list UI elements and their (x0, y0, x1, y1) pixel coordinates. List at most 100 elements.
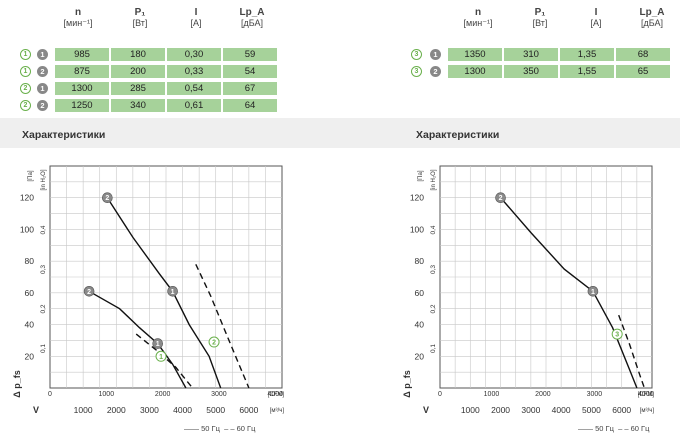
legend-right: —— 50 Гц – – 60 Гц (578, 424, 649, 433)
legend-solid-label: 50 Гц (595, 424, 614, 433)
cell-current: 1,55 (560, 65, 614, 78)
x-tick-label-m3h: 2000 (491, 405, 510, 415)
x-tick-label-cfm: 3000 (587, 391, 603, 398)
x-tick-label-m3h: 4000 (173, 405, 192, 415)
x-axis-symbol: V (33, 405, 39, 415)
x-tick-label-cfm: 2000 (535, 391, 551, 398)
cell-noise: 68 (616, 48, 670, 61)
curve-marker-label: 3 (615, 332, 619, 339)
x-tick-label-m3h: 5000 (582, 405, 601, 415)
cell-power: 350 (504, 65, 558, 78)
curve-badge: 1 (20, 49, 31, 60)
cell-speed: 1300 (55, 82, 109, 95)
x-tick-label-m3h: 6000 (239, 405, 258, 415)
speed-badge: 1 (37, 49, 48, 60)
cell-current: 0,33 (167, 65, 221, 78)
cell-speed: 875 (55, 65, 109, 78)
curve-badge: 1 (20, 66, 31, 77)
y-tick-label-pa: 80 (415, 256, 425, 266)
cell-power: 340 (111, 99, 165, 112)
x-tick-label-m3h: 6000 (612, 405, 631, 415)
header-power: P₁ [Вт] (532, 7, 548, 29)
speed-badge: 1 (37, 83, 48, 94)
x-tick-label-m3h: 1000 (74, 405, 93, 415)
y-tick-label-inh2o: 0,4 (430, 225, 437, 234)
y-tick-label-inh2o: 0,3 (40, 265, 47, 274)
speed-marker (152, 338, 164, 349)
x-tick-label-cfm: 2000 (155, 391, 171, 398)
speed-badge: 2 (37, 100, 48, 111)
curve-badge: 3 (411, 66, 422, 77)
y-unit-pa: [Па] (418, 170, 424, 181)
cell-current: 1,35 (560, 48, 614, 61)
y-tick-label-inh2o: 0,1 (40, 344, 47, 353)
table-row: 3 2 1300 350 1,55 65 (400, 65, 680, 79)
curve-marker (208, 336, 220, 348)
speed-marker-label: 1 (156, 341, 160, 348)
table-row: 1 2 875 200 0,33 54 (0, 65, 280, 79)
cell-noise: 64 (223, 99, 277, 112)
cell-power: 285 (111, 82, 165, 95)
legend-left: —— 50 Гц – – 60 Гц (184, 424, 255, 433)
cell-noise: 67 (223, 82, 277, 95)
y-tick-label-pa: 60 (415, 288, 425, 298)
speed-marker-label: 1 (591, 289, 595, 296)
y-tick-label-pa: 100 (20, 224, 34, 234)
speed-marker-label: 2 (105, 195, 109, 202)
legend-dashed-swatch: – – (618, 424, 629, 433)
curve-marker (155, 350, 167, 362)
curve-badge: 2 (20, 83, 31, 94)
y-axis-symbol: Δ p_fs (402, 370, 412, 397)
header-noise: Lp_A [дБА] (639, 7, 665, 29)
cell-power: 310 (504, 48, 558, 61)
y-tick-label-pa: 20 (25, 351, 35, 361)
curve-badge: 2 (20, 100, 31, 111)
legend-solid-swatch: —— (578, 424, 593, 433)
x-tick-label-m3h: 1000 (461, 405, 480, 415)
curve-marker (611, 328, 623, 340)
y-tick-label-pa: 120 (410, 193, 424, 203)
y-tick-label-inh2o: 0,1 (430, 344, 437, 353)
cell-speed: 1350 (448, 48, 502, 61)
y-unit-inh2o: [in H₂O] (41, 169, 47, 190)
curve-badge: 3 (411, 49, 422, 60)
y-tick-label-inh2o: 0,2 (40, 304, 47, 313)
y-tick-label-inh2o: 0,3 (430, 265, 437, 274)
header-current: I [А] (590, 7, 602, 29)
legend-dashed-label: 60 Гц (236, 424, 256, 433)
section-title-left: Характеристики (22, 129, 106, 141)
y-tick-label-pa: 100 (410, 224, 424, 234)
x-tick-label-cfm: 0 (438, 391, 442, 398)
x-tick-label-cfm: 0 (48, 391, 52, 398)
series-line-60hz (618, 314, 646, 389)
speed-marker-label: 2 (499, 195, 503, 202)
x-unit-cfm: [CFM] (268, 392, 285, 398)
cell-noise: 59 (223, 48, 277, 61)
x-tick-label-cfm: 3000 (211, 391, 227, 398)
y-tick-label-inh2o: 0,4 (40, 225, 47, 234)
y-tick-label-pa: 120 (20, 193, 34, 203)
speed-marker-label: 2 (87, 289, 91, 296)
table-row: 3 1 1350 310 1,35 68 (400, 48, 680, 62)
cell-current: 0,61 (167, 99, 221, 112)
x-unit-m3h: [м³/ч] (270, 408, 285, 414)
cell-noise: 54 (223, 65, 277, 78)
y-tick-label-pa: 60 (25, 288, 35, 298)
x-axis-symbol: V (423, 405, 429, 415)
speed-marker (83, 285, 95, 297)
cell-speed: 1300 (448, 65, 502, 78)
header-speed: n [мин⁻¹] (463, 7, 493, 29)
speed-marker (587, 285, 599, 297)
speed-marker (167, 285, 178, 297)
y-unit-inh2o: [in H₂O] (431, 169, 437, 190)
cell-current: 0,30 (167, 48, 221, 61)
speed-marker-label: 1 (171, 289, 175, 296)
x-tick-label-cfm: 1000 (484, 391, 500, 398)
x-unit-m3h: [м³/ч] (640, 408, 655, 414)
speed-badge: 2 (37, 66, 48, 77)
section-band (0, 118, 680, 148)
table-row: 2 1 1300 285 0,54 67 (0, 82, 280, 96)
cell-power: 200 (111, 65, 165, 78)
